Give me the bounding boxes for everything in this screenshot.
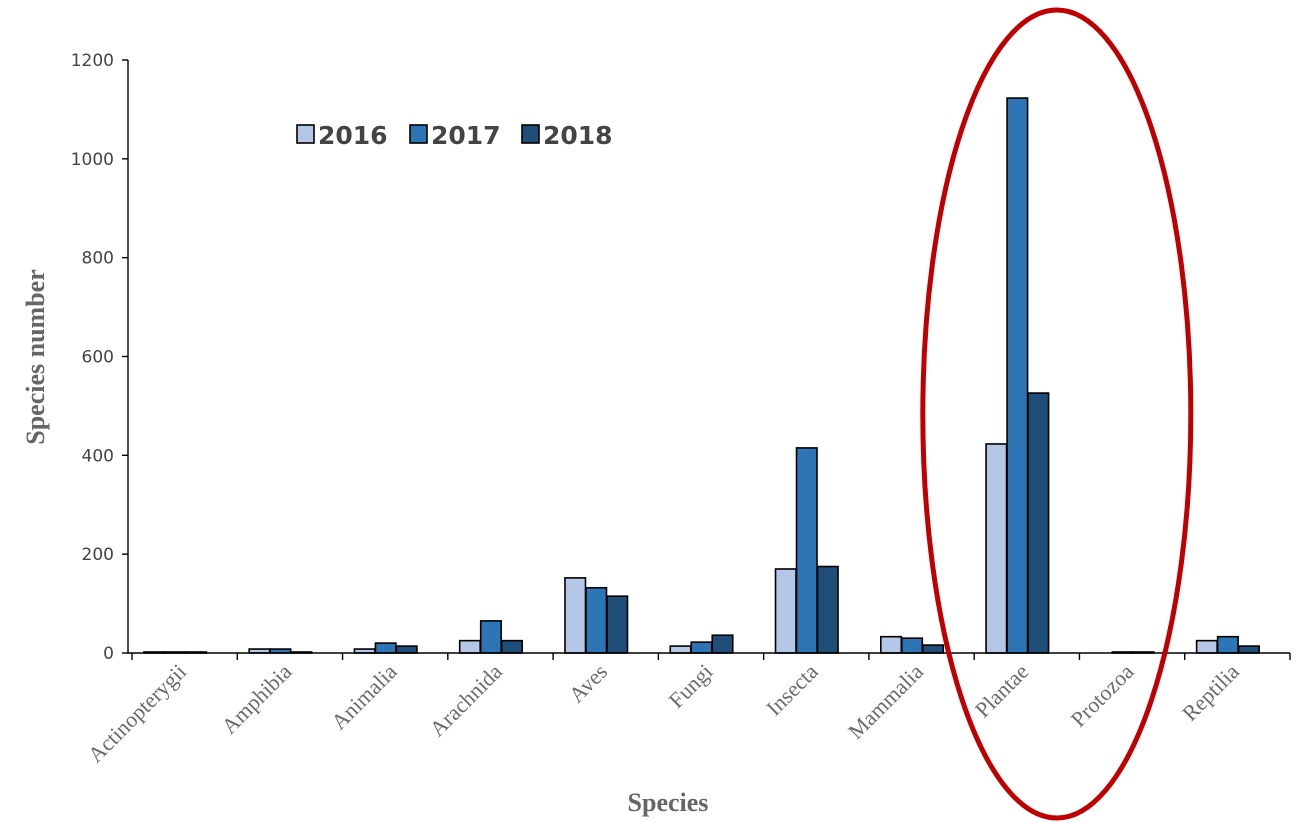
y-ticks-group: 0 200 400 600 800 1000 1200 — [71, 51, 128, 664]
legend-label-2016: 2016 — [318, 121, 388, 150]
x-tick-label-actinopterygii: Actinopterygii — [83, 659, 191, 767]
bar-animalia-2018 — [395, 645, 418, 654]
y-tick-label-800: 800 — [82, 249, 114, 269]
bar-plantae-2018 — [1027, 392, 1050, 654]
y-tick-label-1000: 1000 — [71, 150, 114, 170]
legend-swatch-2017 — [409, 124, 428, 144]
y-tick-label-600: 600 — [82, 348, 114, 368]
bar-mammalia-2017 — [900, 637, 924, 654]
bar-mammalia-2018 — [921, 644, 945, 654]
bar-plantae-2017 — [1006, 97, 1029, 654]
bar-aves-2017 — [585, 586, 608, 654]
bar-reptilia-2016 — [1195, 639, 1218, 654]
bar-reptilia-2018 — [1237, 645, 1260, 654]
bar-insecta-2018 — [816, 565, 839, 654]
bars-group — [143, 97, 1260, 654]
x-category-labels-group: Actinopterygii Amphibia Animalia Arachnida A… — [83, 659, 1244, 768]
x-tick-label-plantae: Plantae — [970, 659, 1033, 722]
y-tick-label-400: 400 — [82, 446, 114, 466]
x-tick-label-aves: Aves — [564, 659, 613, 708]
y-axis-title: Species number — [21, 269, 50, 445]
bar-aves-2016 — [564, 577, 587, 654]
bar-fungi-2017 — [690, 641, 713, 654]
bar-reptilia-2017 — [1216, 635, 1239, 654]
highlight-ellipse — [920, 7, 1194, 821]
axis-titles-group: Species Species number — [21, 269, 708, 817]
x-tick-label-amphibia: Amphibia — [217, 659, 297, 739]
bar-mammalia-2016 — [879, 635, 903, 654]
x-tick-label-reptilia: Reptilia — [1177, 659, 1244, 726]
x-axis-title: Species — [628, 788, 709, 817]
y-tick-label-200: 200 — [82, 545, 114, 565]
bar-animalia-2017 — [374, 642, 397, 654]
x-tick-label-mammalia: Mammalia — [843, 659, 928, 744]
bar-fungi-2016 — [669, 645, 692, 654]
bar-arachnida-2017 — [479, 620, 503, 654]
legend-swatch-2018 — [521, 124, 540, 144]
legend: 2016 2017 2018 — [296, 121, 613, 150]
x-tick-label-protozoa: Protozoa — [1066, 659, 1139, 732]
bar-insecta-2016 — [774, 568, 797, 654]
x-tick-label-animalia: Animalia — [326, 659, 402, 735]
bar-aves-2018 — [606, 595, 629, 654]
legend-swatch-2016 — [296, 124, 315, 144]
legend-label-2017: 2017 — [431, 121, 501, 150]
bar-plantae-2016 — [985, 443, 1008, 654]
x-tick-label-insecta: Insecta — [761, 659, 823, 721]
axes-group — [127, 60, 1291, 660]
annotations-group — [920, 7, 1194, 821]
x-tick-label-fungi: Fungi — [664, 659, 718, 713]
legend-label-2018: 2018 — [543, 121, 613, 150]
bar-fungi-2018 — [711, 634, 734, 654]
y-tick-label-1200: 1200 — [71, 51, 114, 71]
bar-insecta-2017 — [795, 447, 818, 654]
bar-arachnida-2018 — [500, 639, 524, 654]
x-tick-label-arachnida: Arachnida — [425, 659, 508, 742]
y-tick-label-0: 0 — [103, 644, 114, 664]
bar-arachnida-2016 — [458, 639, 482, 654]
